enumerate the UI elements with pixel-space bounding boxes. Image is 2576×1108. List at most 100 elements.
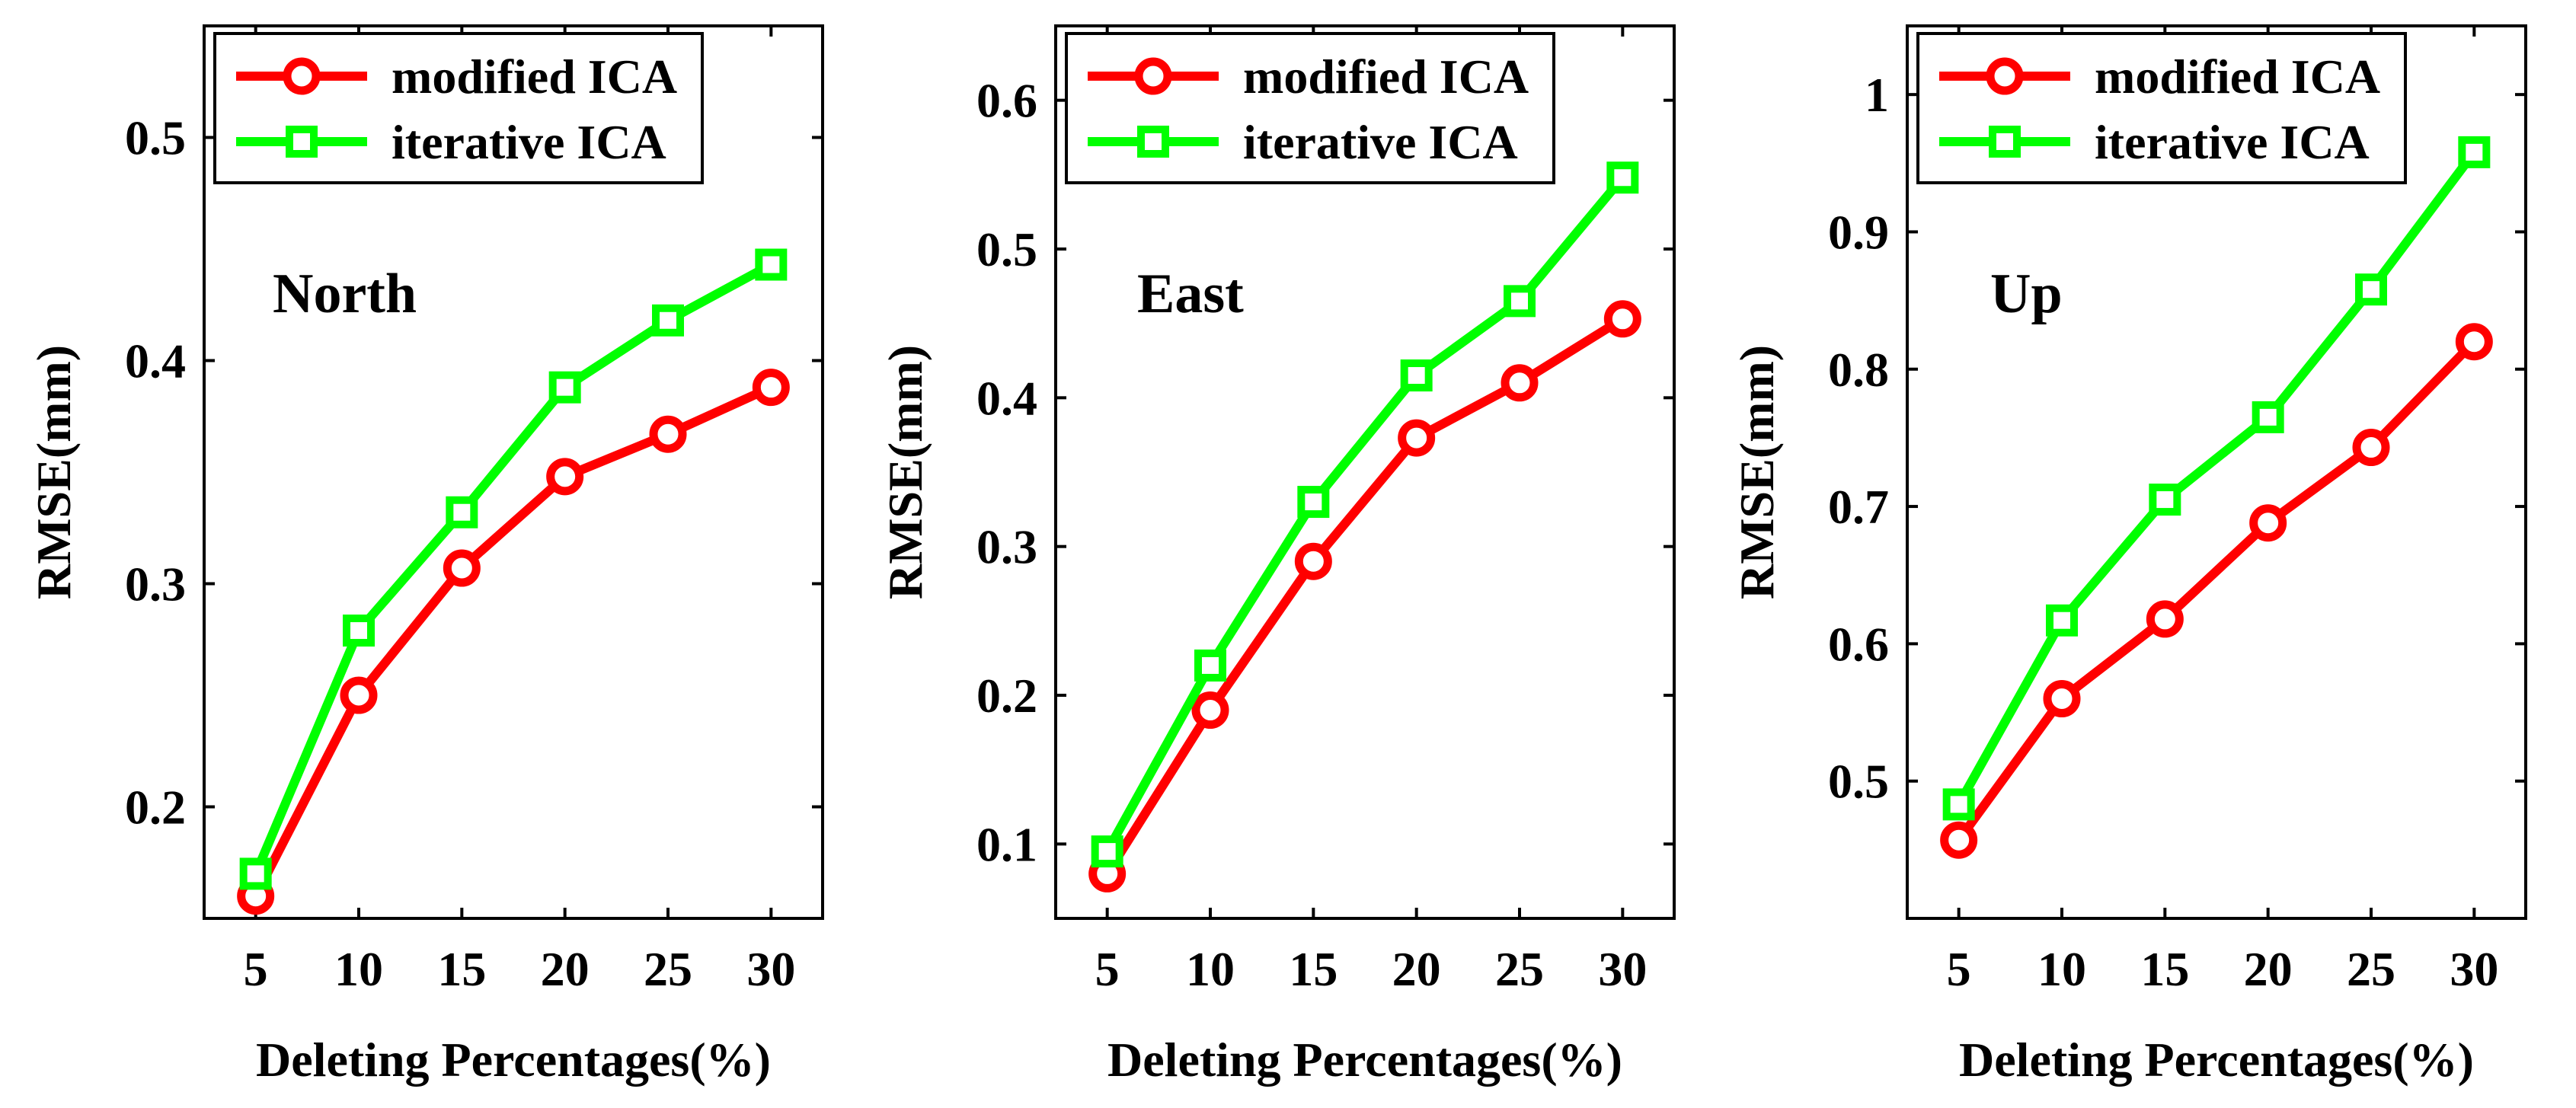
series-line-iterative-ica xyxy=(251,260,774,876)
data-point-iterative-ica xyxy=(755,248,788,281)
data-point-iterative-ica xyxy=(1606,161,1639,194)
data-point-iterative-ica xyxy=(2252,401,2284,433)
data-point-iterative-ica xyxy=(239,857,272,890)
legend-marker-iterative-ica xyxy=(1137,126,1169,158)
x-tick-label: 30 xyxy=(2450,942,2498,996)
y-tick-label: 0.6 xyxy=(976,74,1037,128)
panel-annotation: North xyxy=(273,263,417,325)
plot-frame xyxy=(203,24,824,920)
legend-marker-iterative-ica xyxy=(1989,126,2021,158)
data-point-modified-ica xyxy=(1398,419,1436,457)
legend-label-modified-ica: modified ICA xyxy=(392,49,677,104)
y-tick-label: 0.9 xyxy=(1828,205,1889,259)
x-tick-label: 20 xyxy=(1392,942,1441,996)
y-tick-label: 0.6 xyxy=(1828,617,1889,671)
data-point-modified-ica xyxy=(649,415,687,453)
plot-frame xyxy=(1054,24,1676,920)
y-tick-label: 0.3 xyxy=(976,520,1037,574)
data-point-modified-ica xyxy=(2455,323,2493,361)
panel-annotation: East xyxy=(1137,263,1244,325)
y-tick-label: 1 xyxy=(1865,68,1889,122)
y-tick-label: 0.4 xyxy=(125,334,186,388)
x-tick-label: 15 xyxy=(437,942,486,996)
legend-marker-iterative-ica xyxy=(286,126,318,158)
data-point-modified-ica xyxy=(340,676,378,714)
data-point-iterative-ica xyxy=(1942,788,1975,821)
data-point-modified-ica xyxy=(1191,691,1229,730)
data-point-iterative-ica xyxy=(1194,649,1226,682)
x-tick-label: 15 xyxy=(1289,942,1338,996)
x-tick-label: 5 xyxy=(1947,942,1971,996)
data-point-iterative-ica xyxy=(2458,136,2491,168)
data-point-modified-ica xyxy=(752,369,790,407)
data-point-modified-ica xyxy=(2043,680,2081,718)
legend-label-modified-ica: modified ICA xyxy=(2095,49,2380,104)
y-tick-label: 0.2 xyxy=(976,669,1037,723)
legend: modified ICA iterative ICA xyxy=(213,32,704,184)
data-point-modified-ica xyxy=(546,458,584,496)
data-point-iterative-ica xyxy=(2046,604,2078,637)
x-axis-label: Deleting Percentages(%) xyxy=(1959,1033,2474,1087)
y-tick-label: 0.4 xyxy=(976,371,1037,425)
x-tick-label: 25 xyxy=(2347,942,2395,996)
x-tick-label: 10 xyxy=(334,942,383,996)
x-tick-label: 15 xyxy=(2140,942,2189,996)
data-point-modified-ica xyxy=(1603,300,1641,338)
data-point-iterative-ica xyxy=(446,496,478,528)
data-point-iterative-ica xyxy=(1504,285,1536,318)
data-point-iterative-ica xyxy=(2149,484,2181,516)
data-point-iterative-ica xyxy=(1297,486,1330,519)
y-tick-label: 0.3 xyxy=(125,557,186,611)
data-point-modified-ica xyxy=(2146,600,2184,638)
data-point-iterative-ica xyxy=(652,304,684,337)
chart-panel-up: 5 10 15 20 25 30 0.5 0.6 0.7 0.8 0.9 1 Deleting Perc… xyxy=(1730,24,2527,1087)
data-point-modified-ica xyxy=(2249,504,2287,542)
data-point-iterative-ica xyxy=(1091,835,1123,868)
series-line-modified-ica xyxy=(1954,338,2478,843)
data-point-iterative-ica xyxy=(1400,359,1433,392)
chart-panel-north: 5 10 15 20 25 30 0.2 0.3 0.4 0.5 Deleting Percenta… xyxy=(27,24,824,1087)
x-tick-label: 10 xyxy=(2037,942,2086,996)
y-tick-label: 0.5 xyxy=(1828,755,1889,809)
series-line-iterative-ica xyxy=(1954,149,2479,807)
y-tick-label: 0.5 xyxy=(976,222,1037,276)
legend-marker-modified-ica xyxy=(283,57,321,95)
x-tick-label: 25 xyxy=(644,942,692,996)
y-tick-label: 0.8 xyxy=(1828,343,1889,397)
legend: modified ICA iterative ICA xyxy=(1916,32,2407,184)
series-line-iterative-ica xyxy=(1103,174,1626,854)
y-axis-label: RMSE(mm) xyxy=(1730,345,1784,599)
legend-label-iterative-ica: iterative ICA xyxy=(1243,115,1518,169)
x-tick-label: 10 xyxy=(1186,942,1235,996)
data-point-iterative-ica xyxy=(343,615,375,647)
x-axis-label: Deleting Percentages(%) xyxy=(256,1033,771,1087)
x-tick-label: 30 xyxy=(1598,942,1647,996)
data-point-modified-ica xyxy=(2352,429,2390,467)
y-tick-label: 0.2 xyxy=(125,781,186,835)
legend-marker-modified-ica xyxy=(1134,57,1172,95)
x-tick-label: 20 xyxy=(541,942,590,996)
legend-label-modified-ica: modified ICA xyxy=(1243,49,1529,104)
y-tick-label: 0.1 xyxy=(976,817,1037,871)
y-tick-label: 0.5 xyxy=(125,111,186,165)
x-tick-label: 20 xyxy=(2244,942,2293,996)
legend-label-iterative-ica: iterative ICA xyxy=(2095,115,2370,169)
chart-panel-east: 5 10 15 20 25 30 0.1 0.2 0.3 0.4 0.5 0.6 Deleting Pe… xyxy=(878,24,1676,1087)
series-line-modified-ica xyxy=(1103,315,1625,877)
legend-marker-modified-ica xyxy=(1986,57,2024,95)
legend-label-iterative-ica: iterative ICA xyxy=(392,115,666,169)
y-axis-label: RMSE(mm) xyxy=(878,345,932,599)
x-tick-label: 25 xyxy=(1495,942,1544,996)
x-tick-label: 5 xyxy=(244,942,268,996)
data-point-iterative-ica xyxy=(2355,273,2387,306)
series-line-modified-ica xyxy=(251,383,773,899)
y-tick-label: 0.7 xyxy=(1828,480,1889,534)
data-point-modified-ica xyxy=(1294,542,1332,580)
data-point-iterative-ica xyxy=(548,371,581,404)
data-point-modified-ica xyxy=(1501,364,1539,402)
x-tick-label: 5 xyxy=(1095,942,1120,996)
legend: modified ICA iterative ICA xyxy=(1065,32,1555,184)
data-point-modified-ica xyxy=(443,549,481,587)
data-point-modified-ica xyxy=(1940,821,1978,859)
